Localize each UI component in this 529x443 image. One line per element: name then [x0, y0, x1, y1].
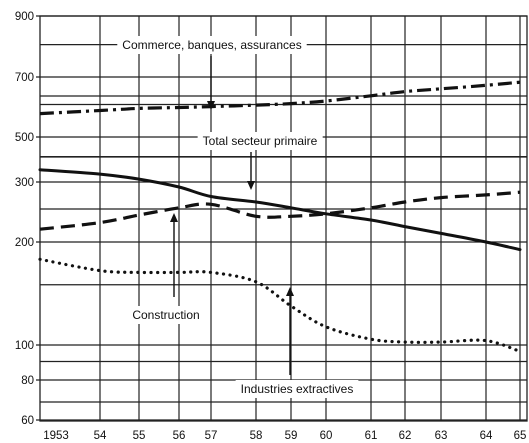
- tick-labels: 60 80 100 200 300 500 700 900 1953 54 55 56 57 58 59 60…: [15, 11, 527, 442]
- annotation-label: Industries extractives: [241, 382, 354, 396]
- annotation-arrowhead: [286, 287, 294, 296]
- x-tick-label: 55: [133, 430, 146, 442]
- annotation-bg: [127, 306, 205, 324]
- series-line-commerce-banques-assurances: [39, 80, 521, 116]
- annotation-arrowhead: [247, 181, 255, 190]
- annotation-arrowhead: [170, 213, 178, 222]
- x-tick-label: 58: [250, 430, 263, 442]
- x-tick-label: 59: [285, 430, 298, 442]
- annotation-arrowhead: [207, 101, 215, 110]
- y-tick-label: 700: [15, 72, 34, 84]
- y-tick-label: 300: [15, 177, 34, 189]
- x-tick-label: 54: [94, 430, 107, 442]
- x-tick-label: 57: [205, 430, 218, 442]
- annotation-bg: [235, 380, 359, 398]
- series-line-industries-extractives: [38, 257, 522, 353]
- annotation-bg: [117, 36, 307, 54]
- y-tick-label: 100: [15, 340, 34, 352]
- x-tick-label: 60: [320, 430, 333, 442]
- annotation-label: Total secteur primaire: [203, 134, 318, 148]
- annotations: Commerce, banques, assurances Total secte…: [117, 36, 359, 398]
- x-tick-label: 1953: [43, 430, 69, 442]
- x-tick-label: 56: [173, 430, 186, 442]
- x-tick-label: 64: [480, 430, 493, 442]
- grid: [36, 15, 528, 422]
- series-line-total-secteur-primaire: [38, 168, 522, 252]
- series-layer: [38, 80, 522, 353]
- y-tick-label: 80: [21, 375, 34, 387]
- y-tick-label: 900: [15, 11, 34, 23]
- annotation-label: Commerce, banques, assurances: [122, 38, 301, 52]
- annotation-bg: [197, 132, 323, 150]
- y-tick-label: 200: [15, 237, 34, 249]
- x-tick-label: 61: [365, 430, 378, 442]
- x-tick-label: 62: [399, 430, 412, 442]
- annotation-label: Construction: [132, 308, 199, 322]
- y-tick-label: 500: [15, 132, 34, 144]
- series-line-construction: [39, 190, 521, 231]
- x-tick-label: 63: [435, 430, 448, 442]
- y-tick-label: 60: [21, 415, 34, 427]
- x-tick-label: 65: [514, 430, 527, 442]
